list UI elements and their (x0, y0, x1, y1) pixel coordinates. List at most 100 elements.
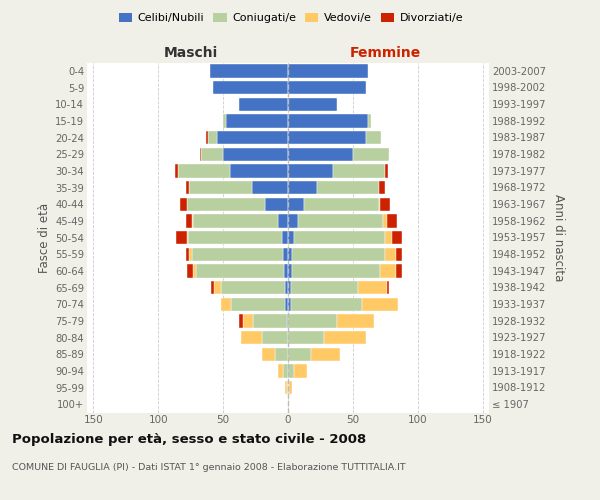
Bar (242, 314, 253, 328)
Bar (187, 198, 265, 211)
Bar (288, 198, 304, 211)
Bar (337, 314, 374, 328)
Bar (210, 64, 288, 78)
Bar (366, 131, 382, 144)
Bar (187, 231, 188, 244)
Bar (288, 248, 292, 261)
Bar (284, 264, 288, 278)
Bar (211, 281, 214, 294)
Bar (281, 231, 288, 244)
Bar (290, 298, 362, 311)
Bar (298, 214, 383, 228)
Bar (288, 348, 311, 361)
Bar (311, 348, 340, 361)
Bar (295, 364, 307, 378)
Bar (196, 264, 284, 278)
Bar (185, 248, 190, 261)
Bar (286, 281, 288, 294)
Text: Femmine: Femmine (350, 46, 421, 60)
Bar (287, 381, 288, 394)
Bar (288, 314, 337, 328)
Bar (386, 214, 397, 228)
Bar (288, 264, 292, 278)
Bar (178, 164, 230, 177)
Bar (201, 148, 223, 161)
Bar (317, 181, 379, 194)
Bar (288, 164, 334, 177)
Bar (188, 231, 281, 244)
Bar (395, 248, 402, 261)
Bar (288, 231, 295, 244)
Bar (292, 248, 385, 261)
Bar (192, 248, 283, 261)
Bar (290, 281, 358, 294)
Bar (251, 181, 288, 194)
Text: Maschi: Maschi (164, 46, 218, 60)
Bar (288, 364, 295, 378)
Bar (239, 98, 288, 111)
Bar (175, 164, 178, 177)
Bar (190, 181, 251, 194)
Bar (231, 298, 286, 311)
Bar (288, 381, 289, 394)
Bar (288, 281, 290, 294)
Bar (190, 248, 192, 261)
Bar (385, 231, 392, 244)
Bar (265, 198, 288, 211)
Bar (200, 148, 201, 161)
Bar (185, 181, 190, 194)
Bar (288, 214, 298, 228)
Bar (288, 331, 325, 344)
Bar (304, 198, 379, 211)
Bar (353, 148, 389, 161)
Bar (288, 81, 366, 94)
Bar (379, 181, 385, 194)
Bar (221, 281, 286, 294)
Bar (193, 264, 196, 278)
Bar (223, 114, 226, 128)
Bar (187, 264, 193, 278)
Bar (223, 148, 288, 161)
Bar (213, 81, 288, 94)
Bar (289, 381, 292, 394)
Y-axis label: Fasce di età: Fasce di età (38, 202, 51, 272)
Bar (206, 131, 208, 144)
Text: COMUNE DI FAUGLIA (PI) - Dati ISTAT 1° gennaio 2008 - Elaborazione TUTTITALIA.IT: COMUNE DI FAUGLIA (PI) - Dati ISTAT 1° g… (12, 462, 406, 471)
Bar (253, 314, 287, 328)
Bar (278, 214, 288, 228)
Y-axis label: Anni di nascita: Anni di nascita (552, 194, 565, 281)
Bar (325, 331, 366, 344)
Bar (226, 114, 288, 128)
Bar (185, 214, 192, 228)
Bar (176, 231, 187, 244)
Bar (288, 98, 337, 111)
Bar (288, 148, 353, 161)
Text: Popolazione per età, sesso e stato civile - 2008: Popolazione per età, sesso e stato civil… (12, 432, 366, 446)
Bar (392, 231, 402, 244)
Bar (286, 298, 288, 311)
Bar (286, 381, 287, 394)
Bar (295, 231, 385, 244)
Legend: Celibi/Nubili, Coniugati/e, Vedovi/e, Divorziati/e: Celibi/Nubili, Coniugati/e, Vedovi/e, Di… (115, 8, 467, 28)
Bar (230, 164, 288, 177)
Bar (275, 348, 288, 361)
Bar (362, 298, 398, 311)
Bar (383, 214, 386, 228)
Bar (239, 314, 242, 328)
Bar (288, 114, 368, 128)
Bar (262, 331, 288, 344)
Bar (283, 248, 288, 261)
Bar (278, 364, 283, 378)
Bar (283, 364, 288, 378)
Bar (395, 264, 402, 278)
Bar (262, 348, 275, 361)
Bar (380, 264, 395, 278)
Bar (386, 281, 389, 294)
Bar (214, 281, 221, 294)
Bar (181, 198, 187, 211)
Bar (380, 198, 391, 211)
Bar (379, 198, 380, 211)
Bar (288, 64, 368, 78)
Bar (334, 164, 385, 177)
Bar (193, 214, 278, 228)
